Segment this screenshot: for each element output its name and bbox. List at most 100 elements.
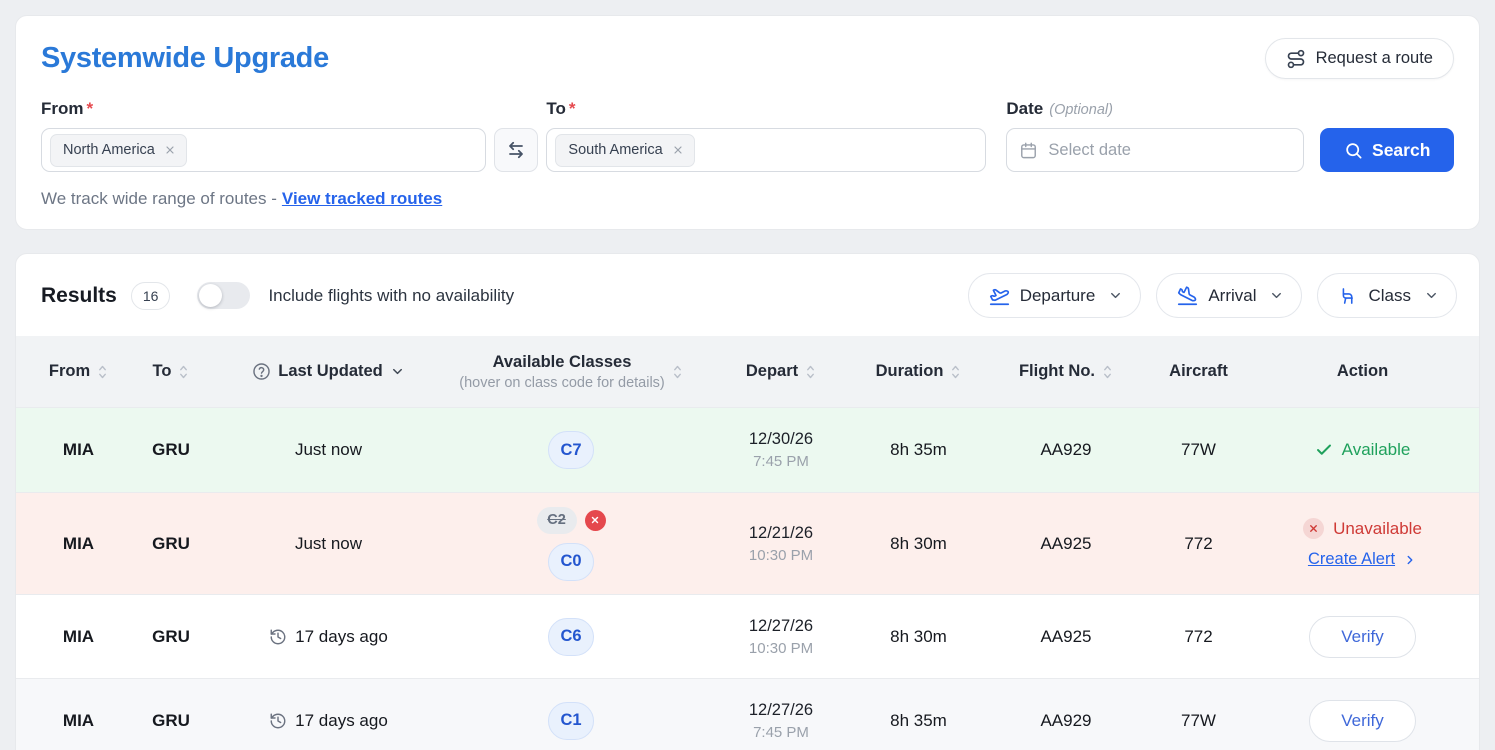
last-updated-text: 17 days ago — [295, 710, 388, 730]
class-badge[interactable]: C6 — [548, 617, 594, 656]
header-action-label: Action — [1336, 362, 1389, 380]
calendar-icon — [1019, 141, 1038, 160]
classes-cell: C6 — [436, 617, 706, 656]
aircraft-cell: 77W — [1181, 710, 1216, 730]
sort-icon — [1102, 365, 1113, 379]
classes-cell: C2 C0 — [436, 506, 706, 581]
removed-class-line: C2 — [536, 506, 606, 534]
header-last-updated[interactable]: Last Updated — [221, 362, 436, 381]
removed-x-icon — [584, 509, 606, 531]
last-updated-cell: Just now — [221, 440, 436, 460]
history-clock-icon — [269, 712, 287, 730]
arrival-filter-button[interactable]: Arrival — [1156, 273, 1303, 318]
class-badge[interactable]: C0 — [548, 542, 594, 581]
search-panel: Systemwide Upgrade Request a route From *… — [15, 15, 1480, 230]
last-updated-cell: 17 days ago — [221, 711, 436, 731]
from-code[interactable]: MIA — [62, 710, 95, 730]
flight-no-cell: AA929 — [1040, 440, 1092, 459]
last-updated-cell: Just now — [221, 534, 436, 554]
no-availability-toggle[interactable] — [197, 282, 251, 309]
departure-filter-button[interactable]: Departure — [967, 273, 1142, 318]
results-panel: Results 16 Include flights with no avail… — [15, 253, 1480, 750]
duration-cell: 8h 35m — [890, 710, 947, 730]
last-updated-text: Just now — [294, 533, 363, 553]
depart-cell: 12/21/26 10:30 PM — [706, 524, 856, 564]
to-code[interactable]: GRU — [152, 626, 190, 646]
sorted-desc-icon — [390, 364, 405, 379]
to-input[interactable]: South America — [546, 128, 987, 172]
history-clock-icon — [269, 628, 287, 646]
depart-cell: 12/30/26 7:45 PM — [706, 430, 856, 470]
toggle-label: Include flights with no availability — [268, 285, 515, 305]
table-row: MIA GRU Just now C7 12/30/26 7:45 PM 8h … — [16, 407, 1479, 492]
depart-time: 7:45 PM — [753, 723, 809, 741]
request-route-label: Request a route — [1315, 49, 1433, 67]
required-asterisk: * — [86, 99, 94, 118]
search-button[interactable]: Search — [1320, 128, 1454, 172]
header-depart-label: Depart — [745, 362, 799, 380]
removed-class-badge[interactable]: C2 — [536, 506, 577, 534]
toggle-knob — [199, 284, 223, 307]
table-row: MIA GRU 17 days ago C6 12/27/26 10:30 PM… — [16, 594, 1479, 678]
chevron-down-icon — [1269, 288, 1284, 303]
to-code[interactable]: GRU — [152, 710, 190, 730]
header-from-label: From — [48, 362, 91, 380]
header-classes-subtext: (hover on class code for details) — [459, 374, 665, 391]
from-code[interactable]: MIA — [62, 626, 95, 646]
to-code[interactable]: GRU — [152, 533, 190, 553]
sort-icon — [805, 365, 816, 379]
sort-icon — [178, 365, 189, 379]
header-action: Action — [1246, 362, 1479, 381]
verify-button[interactable]: Verify — [1309, 699, 1416, 742]
to-label: To * — [546, 99, 576, 118]
search-button-label: Search — [1372, 139, 1431, 160]
classes-cell: C1 — [436, 701, 706, 740]
create-alert-link[interactable]: Create Alert — [1308, 550, 1417, 569]
header-flight-no-label: Flight No. — [1018, 362, 1096, 380]
from-input[interactable]: North America — [41, 128, 486, 172]
unavailable-status-label: Unavailable — [1333, 518, 1422, 538]
class-badge[interactable]: C1 — [548, 701, 594, 740]
swap-route-button[interactable] — [494, 128, 539, 172]
header-from[interactable]: From — [16, 362, 121, 381]
aircraft-cell: 772 — [1184, 533, 1213, 553]
from-code[interactable]: MIA — [62, 440, 95, 459]
sort-icon — [950, 365, 961, 379]
last-updated-cell: 17 days ago — [221, 627, 436, 647]
view-tracked-routes-link[interactable]: View tracked routes — [281, 189, 443, 208]
remove-from-tag-icon[interactable] — [164, 144, 176, 156]
optional-hint: (Optional) — [1049, 102, 1113, 118]
to-code[interactable]: GRU — [152, 440, 190, 459]
unavailable-status: Unavailable — [1303, 518, 1422, 539]
to-tag: South America — [555, 133, 695, 167]
search-icon — [1344, 141, 1363, 160]
available-status-label: Available — [1341, 440, 1411, 459]
chevron-down-icon — [1108, 288, 1123, 303]
from-code[interactable]: MIA — [62, 533, 95, 553]
verify-button[interactable]: Verify — [1309, 615, 1416, 658]
header-depart[interactable]: Depart — [706, 362, 856, 381]
plane-takeoff-icon — [989, 285, 1010, 306]
plane-landing-icon — [1177, 285, 1198, 306]
class-badge[interactable]: C7 — [548, 431, 594, 469]
header-duration[interactable]: Duration — [856, 362, 981, 381]
header-available-classes[interactable]: Available Classes (hover on class code f… — [436, 353, 706, 391]
available-status: Available — [1315, 440, 1411, 460]
route-icon — [1286, 49, 1306, 69]
date-input[interactable]: Select date — [1006, 128, 1305, 172]
depart-time: 10:30 PM — [748, 546, 814, 564]
table-row: MIA GRU 17 days ago C1 12/27/26 7:45 PM … — [16, 678, 1479, 750]
search-panel-header: Systemwide Upgrade Request a route — [41, 38, 1454, 79]
header-flight-no[interactable]: Flight No. — [981, 362, 1151, 381]
header-to[interactable]: To — [121, 362, 221, 381]
from-label: From * — [41, 99, 94, 118]
tracked-routes-helper: We track wide range of routes - View trac… — [41, 189, 1454, 209]
class-filter-button[interactable]: Class — [1317, 273, 1457, 318]
depart-cell: 12/27/26 7:45 PM — [706, 701, 856, 741]
duration-cell: 8h 30m — [890, 626, 947, 646]
chevron-right-icon — [1403, 553, 1417, 567]
required-asterisk: * — [568, 99, 576, 118]
remove-to-tag-icon[interactable] — [672, 144, 684, 156]
request-route-button[interactable]: Request a route — [1264, 38, 1454, 79]
check-icon — [1315, 441, 1333, 459]
